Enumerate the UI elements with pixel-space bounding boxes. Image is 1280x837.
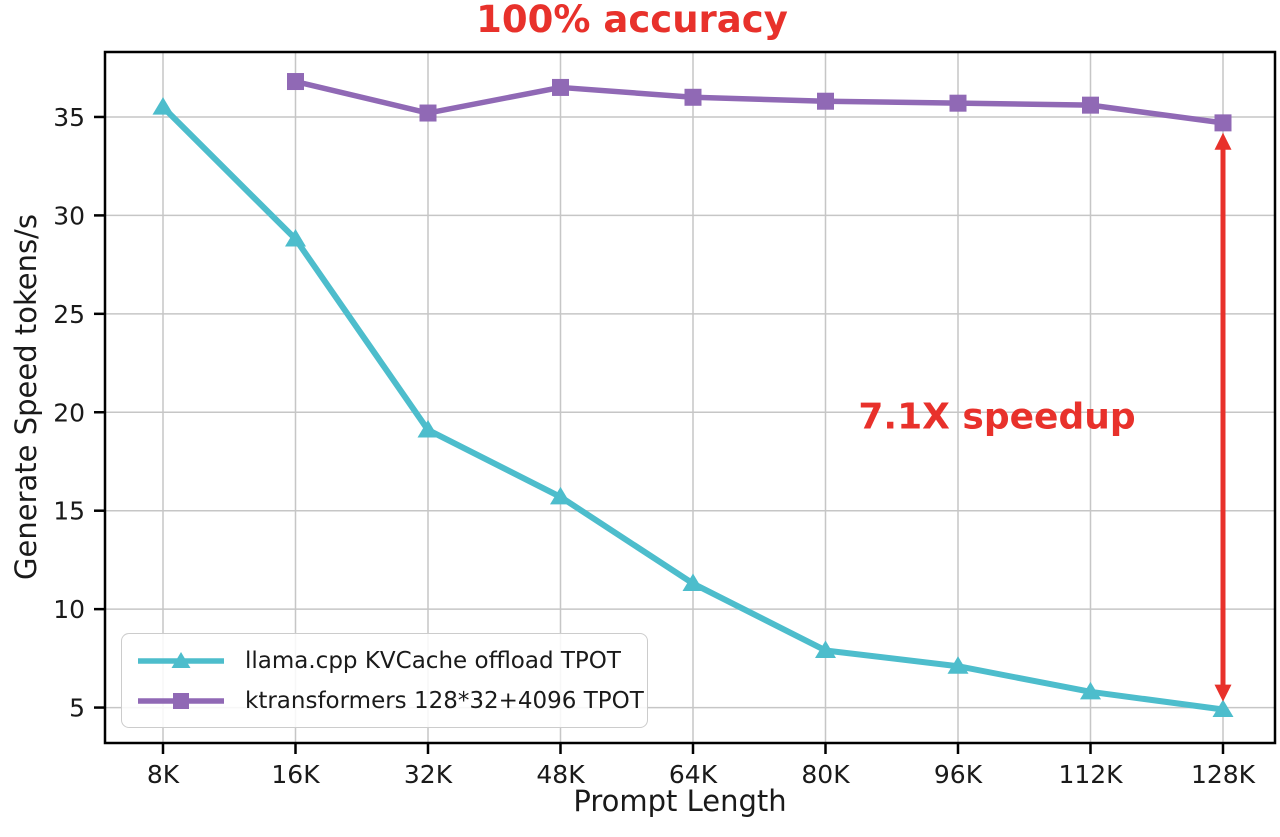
triangle-marker-icon	[152, 97, 174, 115]
square-marker-icon	[419, 104, 437, 122]
legend-label: llama.cpp KVCache offload TPOT	[245, 647, 621, 674]
x-tick-label: 8K	[147, 760, 180, 789]
triangle-marker-icon	[1080, 681, 1101, 700]
chart-title: 100% accuracy	[476, 0, 788, 41]
x-tick-label: 112K	[1058, 760, 1123, 789]
square-marker-icon	[1214, 114, 1232, 132]
y-tick-label: 15	[53, 497, 85, 526]
x-tick-label: 96K	[934, 760, 983, 789]
square-marker-icon	[552, 78, 569, 96]
y-tick-label: 25	[53, 300, 85, 329]
triangle-marker-icon	[1212, 699, 1234, 718]
speedup-annotation: 7.1X speedup	[858, 396, 1136, 438]
series-0	[152, 97, 1234, 718]
series-1	[287, 73, 1232, 132]
triangle-marker-icon	[815, 640, 836, 658]
triangle-marker-icon	[682, 573, 704, 592]
legend-item: ktransformers 128*32+4096 TPOT	[135, 685, 644, 717]
tick-marks	[94, 115, 1225, 754]
square-marker-icon	[1082, 96, 1099, 114]
tick-labels: 8K 16K 32K 48K 64K 80K 96K 112K 128K 5 10 15 20 25 30 3…	[53, 103, 1255, 789]
x-tick-label: 48K	[536, 760, 585, 789]
x-axis-label: Prompt Length	[573, 784, 787, 818]
x-tick-label: 32K	[404, 760, 453, 789]
triangle-marker-icon	[417, 419, 439, 438]
legend-swatch-triangle-icon	[138, 651, 224, 668]
legend: llama.cpp KVCache offload TPOT ktransfor…	[121, 633, 648, 728]
square-marker-icon	[684, 88, 702, 106]
square-marker-icon	[949, 94, 967, 112]
x-tick-label: 80K	[801, 760, 850, 789]
speedup-arrow-icon	[1214, 132, 1232, 702]
y-tick-label: 30	[53, 201, 85, 230]
gridlines	[105, 52, 1275, 743]
x-tick-label: 128K	[1191, 760, 1256, 789]
y-tick-label: 20	[53, 398, 85, 427]
legend-item: llama.cpp KVCache offload TPOT	[135, 645, 634, 677]
y-tick-label: 10	[53, 595, 85, 624]
y-tick-label: 35	[53, 103, 85, 132]
triangle-marker-icon	[285, 229, 306, 247]
legend-label: ktransformers 128*32+4096 TPOT	[245, 687, 644, 714]
triangle-marker-icon	[947, 656, 969, 674]
x-tick-label: 64K	[669, 760, 718, 789]
y-tick-label: 5	[69, 694, 85, 723]
x-tick-label: 16K	[271, 760, 320, 789]
plot-border	[103, 50, 1277, 745]
square-marker-icon	[287, 73, 304, 91]
triangle-marker-icon	[550, 486, 571, 505]
y-axis-label: Generate Speed tokens/s	[9, 214, 43, 580]
legend-swatch-square-icon	[138, 692, 224, 709]
square-marker-icon	[817, 92, 834, 110]
